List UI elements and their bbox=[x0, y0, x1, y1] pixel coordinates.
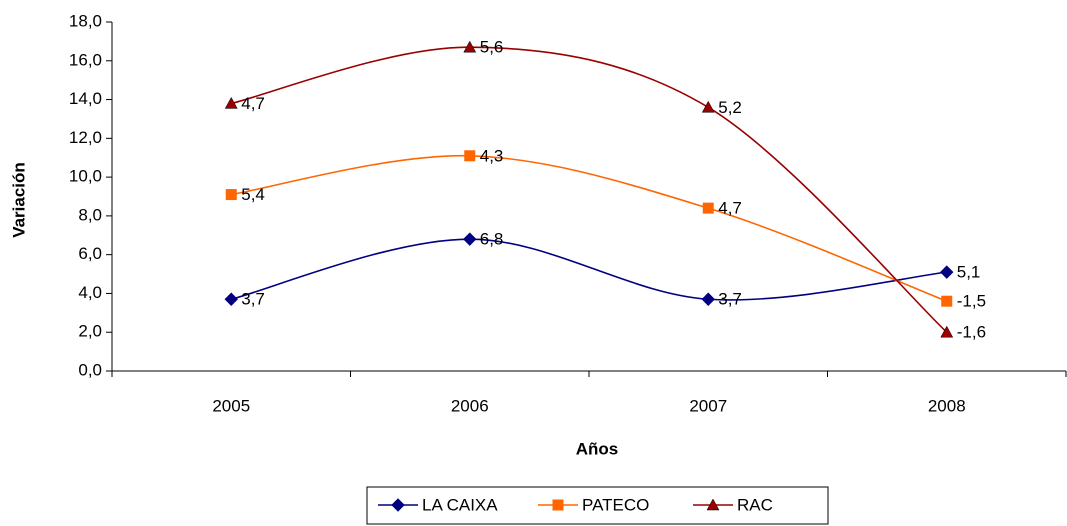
data-point bbox=[940, 265, 954, 279]
data-point bbox=[701, 292, 715, 306]
data-point bbox=[702, 202, 714, 214]
y-tick-label: 0,0 bbox=[78, 360, 102, 379]
y-tick-label: 6,0 bbox=[78, 244, 102, 263]
data-label: 4,7 bbox=[241, 94, 265, 113]
data-label: -1,5 bbox=[957, 292, 986, 311]
data-label: -1,6 bbox=[957, 323, 986, 342]
x-tick-label: 2007 bbox=[689, 396, 727, 415]
legend-label: LA CAIXA bbox=[422, 495, 498, 514]
y-tick-label: 2,0 bbox=[78, 322, 102, 341]
x-tick-label: 2005 bbox=[212, 396, 250, 415]
y-tick-label: 12,0 bbox=[69, 128, 102, 147]
data-label: 4,7 bbox=[718, 199, 742, 218]
series-line bbox=[231, 154, 948, 302]
y-tick-label: 16,0 bbox=[69, 50, 102, 69]
data-label: 4,3 bbox=[480, 146, 504, 165]
legend-marker bbox=[552, 499, 564, 511]
data-point bbox=[224, 96, 238, 109]
y-axis-label: Variación bbox=[9, 162, 28, 238]
y-tick-label: 8,0 bbox=[78, 205, 102, 224]
data-point bbox=[463, 40, 477, 53]
data-point bbox=[224, 292, 238, 306]
data-label: 6,8 bbox=[480, 230, 504, 249]
data-label: 5,2 bbox=[718, 98, 742, 117]
x-tick-label: 2006 bbox=[451, 396, 489, 415]
x-tick-label: 2008 bbox=[928, 396, 966, 415]
y-tick-label: 14,0 bbox=[69, 89, 102, 108]
y-tick-label: 18,0 bbox=[69, 11, 102, 30]
series-line bbox=[231, 46, 948, 333]
legend-label: RAC bbox=[737, 495, 773, 514]
y-tick-label: 4,0 bbox=[78, 283, 102, 302]
x-axis-label: Años bbox=[576, 439, 619, 458]
y-tick-label: 10,0 bbox=[69, 167, 102, 186]
data-label: 5,4 bbox=[241, 185, 265, 204]
data-point bbox=[225, 189, 237, 201]
data-point bbox=[941, 295, 953, 307]
legend-marker bbox=[391, 498, 405, 512]
legend-label: PATECO bbox=[582, 495, 649, 514]
legend-marker bbox=[706, 498, 720, 511]
legend-box bbox=[366, 486, 829, 525]
data-point bbox=[463, 232, 477, 246]
data-point bbox=[464, 150, 476, 162]
series-line bbox=[231, 238, 947, 301]
data-label: 3,7 bbox=[241, 290, 265, 309]
data-point bbox=[940, 325, 954, 338]
data-label: 3,7 bbox=[718, 290, 742, 309]
data-point bbox=[701, 100, 715, 113]
data-label: 5,1 bbox=[957, 263, 981, 282]
data-label: 5,6 bbox=[480, 38, 504, 57]
